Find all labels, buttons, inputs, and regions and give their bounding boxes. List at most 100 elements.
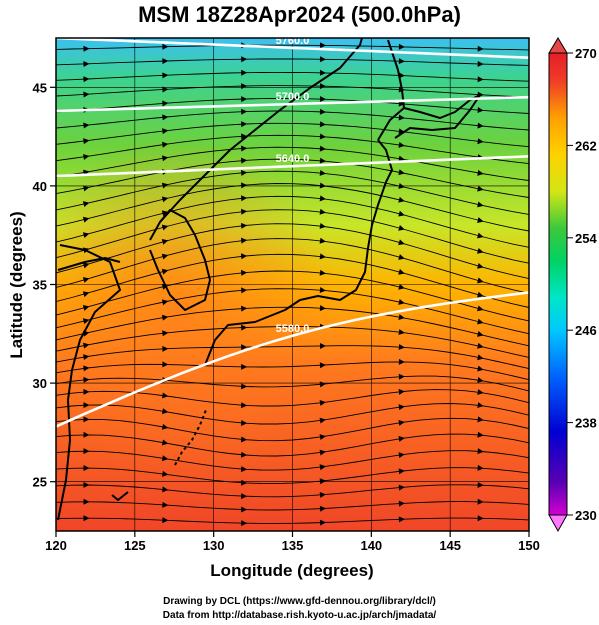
streamline-arrow [162, 345, 169, 352]
streamline-arrow [161, 182, 169, 189]
streamline [56, 170, 529, 215]
streamline-arrow [241, 121, 248, 128]
streamline-arrow [240, 237, 248, 244]
height-contour-label: 5640.0 [276, 153, 310, 165]
x-tick-label: 140 [360, 538, 382, 553]
streamline-arrow [319, 434, 326, 441]
streamline-arrow [477, 138, 484, 145]
streamline-arrow [319, 69, 326, 76]
streamline-arrow [477, 431, 484, 438]
map-title: MSM 18Z28Apr2024 (500.0hPa) [138, 2, 461, 27]
streamline-arrow [162, 86, 169, 93]
streamline [56, 195, 529, 248]
streamline [56, 306, 529, 347]
streamline-arrow [241, 69, 248, 76]
x-axis-ticks: 120 125 130 135 140 145 150 [45, 531, 540, 553]
streamline-arrow [478, 31, 484, 37]
streamline-arrow [83, 388, 90, 395]
coastline-taiwan [111, 491, 129, 501]
streamline-arrow [162, 114, 169, 121]
height-contour-line [56, 38, 529, 59]
streamline-arrow [83, 342, 90, 349]
streamline-arrow [477, 318, 484, 325]
streamline-arrow [162, 72, 169, 79]
streamline-arrow [398, 516, 405, 523]
streamline-arrow [398, 373, 405, 380]
streamline-arrow [241, 466, 248, 473]
streamline-arrow [241, 479, 248, 486]
height-contour-line [56, 95, 529, 113]
streamline-arrow [241, 344, 248, 351]
streamline-arrow [398, 268, 405, 275]
streamline-arrow [319, 208, 326, 215]
streamline-arrow [319, 222, 326, 229]
x-tick-label: 125 [124, 538, 146, 553]
streamline-arrow [161, 155, 169, 162]
streamline-arrow [477, 354, 484, 361]
streamline-arrow [319, 417, 326, 424]
streamline-arrow [82, 318, 90, 325]
streamline [56, 417, 529, 442]
y-tick-label: 45 [33, 80, 47, 95]
streamline-arrow [241, 287, 248, 294]
y-tick-label: 30 [33, 376, 47, 391]
streamline-arrow [477, 201, 484, 208]
streamline-arrow [477, 217, 484, 224]
streamline-arrow [319, 342, 326, 349]
streamline-arrow [241, 420, 248, 426]
streamline [56, 345, 529, 370]
streamline [56, 158, 529, 198]
streamline-arrow [319, 253, 326, 260]
streamline [56, 183, 529, 232]
streamline-arrow [398, 182, 405, 189]
x-tick-label: 145 [439, 538, 461, 553]
streamline-arrow [398, 239, 405, 246]
streamline-arrow [477, 515, 484, 522]
streamline [56, 288, 529, 335]
streamline-arrow [82, 201, 90, 208]
streamline-arrow [162, 486, 169, 493]
streamline [56, 58, 529, 66]
streamline-arrow [398, 314, 405, 321]
streamline-arrow [319, 505, 326, 512]
streamline [56, 403, 529, 425]
streamline-arrow [477, 389, 484, 395]
streamline-arrow [83, 354, 90, 361]
streamline [56, 253, 529, 308]
streamline [56, 326, 529, 358]
y-tick-label: 25 [33, 475, 47, 490]
map-figure: 5580.0 5640.0 5700.0 5760.0 120 125 130 135 140… [7, 28, 597, 580]
streamline-arrow [161, 439, 169, 446]
streamline-arrow [83, 60, 90, 67]
y-tick-label: 40 [33, 179, 47, 194]
x-tick-label: 130 [203, 538, 225, 553]
streamline-arrow [319, 108, 326, 115]
streamline-arrow [398, 484, 405, 491]
streamline-arrow [241, 28, 247, 34]
streamline-arrow [83, 498, 90, 505]
height-contour-label: 5760.0 [276, 35, 310, 47]
streamline-arrow [241, 493, 248, 500]
streamline-arrow [162, 392, 169, 399]
streamline-arrow [477, 76, 484, 83]
streamline-arrow [477, 416, 484, 423]
streamline-arrow [83, 45, 90, 52]
streamline-arrow [477, 365, 484, 372]
streamline [56, 517, 529, 524]
streamline-arrow [477, 122, 484, 129]
streamline-arrow [398, 298, 405, 305]
streamline-arrow [477, 185, 484, 192]
streamline-arrow [162, 29, 168, 35]
streamline-arrow [82, 262, 90, 269]
streamline-arrow [398, 210, 405, 217]
streamline-arrow [83, 153, 90, 160]
y-axis-label: Latitude (degrees) [7, 211, 26, 358]
streamline-arrow [477, 342, 484, 349]
y-tick-label: 35 [33, 278, 47, 293]
streamline [56, 270, 529, 322]
streamline-arrow [83, 448, 90, 455]
streamline-arrow [162, 501, 169, 508]
streamline-arrow [320, 28, 326, 34]
streamline-arrow [319, 42, 326, 49]
coastline-continent [159, 38, 363, 223]
